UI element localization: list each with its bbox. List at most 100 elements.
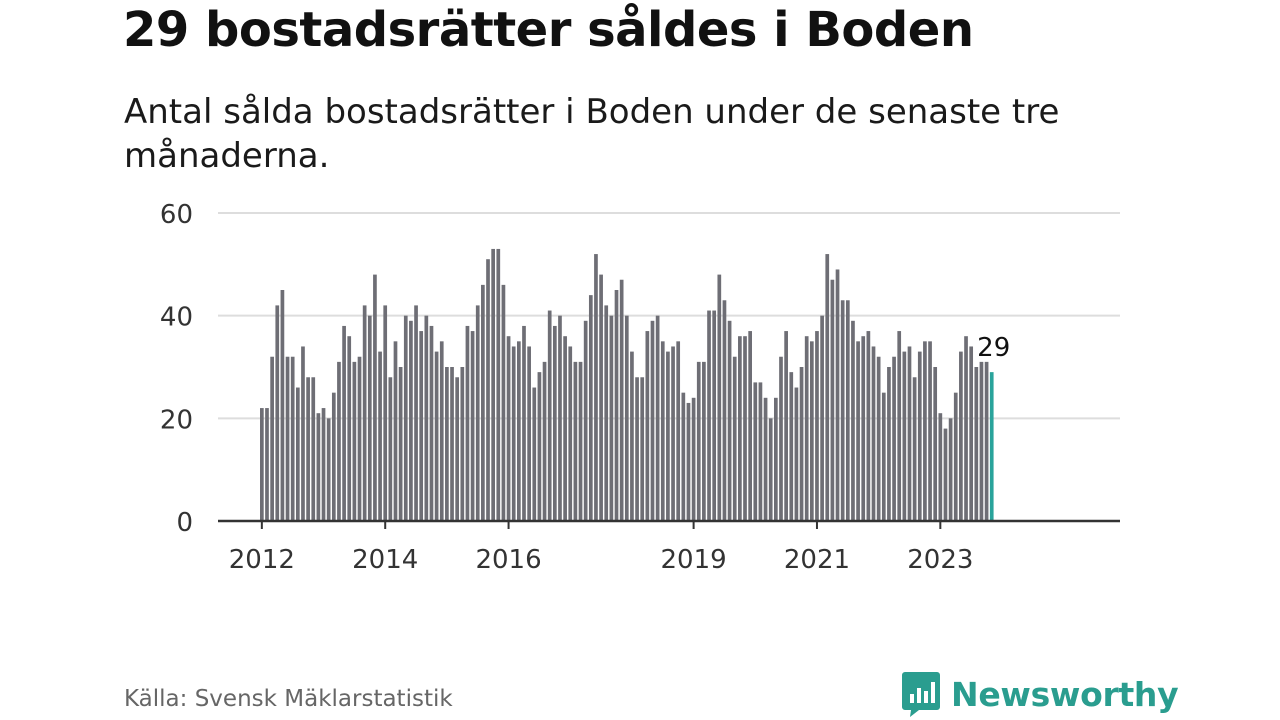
axes: 0 20 40 60 29 2012 2014 2016 2019 2021 2023: [160, 200, 1120, 575]
bar: [907, 346, 912, 521]
bar: [481, 284, 485, 521]
bar: [398, 367, 403, 521]
bar: [552, 325, 557, 521]
bar: [794, 387, 799, 521]
bar: [378, 351, 382, 521]
bar: [732, 356, 737, 521]
bar: [753, 382, 758, 521]
bar: [707, 310, 711, 521]
bar: [897, 331, 902, 521]
bar: [362, 305, 367, 521]
bar: [532, 387, 537, 521]
bar: [491, 248, 495, 521]
bar: [527, 346, 531, 521]
bar: [357, 356, 362, 521]
bar: [583, 320, 588, 521]
bar: [321, 408, 326, 521]
bar: [403, 315, 408, 521]
bar: [686, 402, 691, 521]
bar: [455, 377, 460, 521]
bar: [768, 418, 773, 521]
bar: [676, 341, 681, 521]
bar: [434, 351, 439, 521]
bar: [306, 377, 310, 521]
bar: [969, 346, 974, 521]
bar: [712, 310, 717, 521]
bar: [979, 361, 984, 521]
bar: [280, 290, 285, 521]
bar: [702, 361, 706, 521]
bar: [984, 361, 989, 521]
bar: [409, 320, 413, 521]
bar: [799, 367, 804, 521]
bar: [429, 325, 434, 521]
bar: [645, 331, 650, 521]
x-tick-label: 2019: [661, 545, 727, 575]
bar: [758, 382, 763, 521]
bar: [738, 336, 742, 521]
bar: [470, 331, 475, 521]
bar: [887, 367, 891, 521]
bar: [275, 305, 280, 521]
y-tick-label: 20: [160, 405, 193, 435]
bar: [301, 346, 305, 521]
bar: [696, 361, 701, 521]
bar: [964, 336, 968, 521]
bar: [260, 408, 264, 521]
bar: [599, 274, 603, 521]
bar: [588, 295, 593, 521]
bar: [337, 361, 341, 521]
newsworthy-logo[interactable]: Newsworthy: [901, 670, 1179, 718]
bar: [671, 346, 675, 521]
bar: [486, 259, 490, 521]
x-tick-label: 2021: [784, 545, 850, 575]
bar: [974, 367, 979, 521]
bar: [923, 341, 927, 521]
bar-chart: 0 20 40 60 29 2012 2014 2016 2019 2021 2023: [160, 200, 1120, 575]
bar: [820, 315, 824, 521]
brand-name: Newsworthy: [951, 674, 1179, 714]
bar: [388, 377, 393, 521]
bar: [866, 331, 871, 521]
y-tick-label: 0: [176, 508, 193, 538]
bar: [547, 310, 552, 521]
bar: [804, 336, 809, 521]
bar: [743, 336, 747, 521]
y-tick-label: 60: [160, 200, 193, 230]
bar: [542, 361, 547, 521]
bar: [845, 300, 850, 521]
bar: [943, 428, 948, 521]
bar: [419, 331, 424, 521]
bar: [748, 331, 752, 521]
bar: [815, 331, 819, 521]
bar: [331, 392, 336, 521]
bar: [666, 351, 670, 521]
bar: [445, 367, 449, 521]
bar: [635, 377, 639, 521]
bar: [326, 418, 331, 521]
bar: [856, 341, 860, 521]
bar: [614, 290, 619, 521]
bar: [347, 336, 352, 521]
bar: [594, 254, 598, 522]
bar: [393, 341, 398, 521]
bar: [619, 279, 624, 521]
bar: [609, 315, 614, 521]
bar: [624, 315, 629, 521]
bar: [722, 300, 727, 521]
bar: [650, 320, 655, 521]
bar: [439, 341, 444, 521]
bar: [424, 315, 429, 521]
bar-chart-speech-bubble-icon: [902, 672, 940, 717]
bar: [789, 372, 794, 521]
bar: [953, 392, 958, 521]
bar: [881, 392, 886, 521]
bar: [311, 377, 316, 521]
x-tick-label: 2023: [907, 545, 973, 575]
bar: [496, 248, 501, 521]
chart-title: 29 bostadsrätter såldes i Boden: [123, 2, 974, 58]
bar: [763, 397, 768, 521]
bar: [465, 325, 470, 521]
bar: [604, 305, 609, 521]
bar: [563, 336, 567, 521]
